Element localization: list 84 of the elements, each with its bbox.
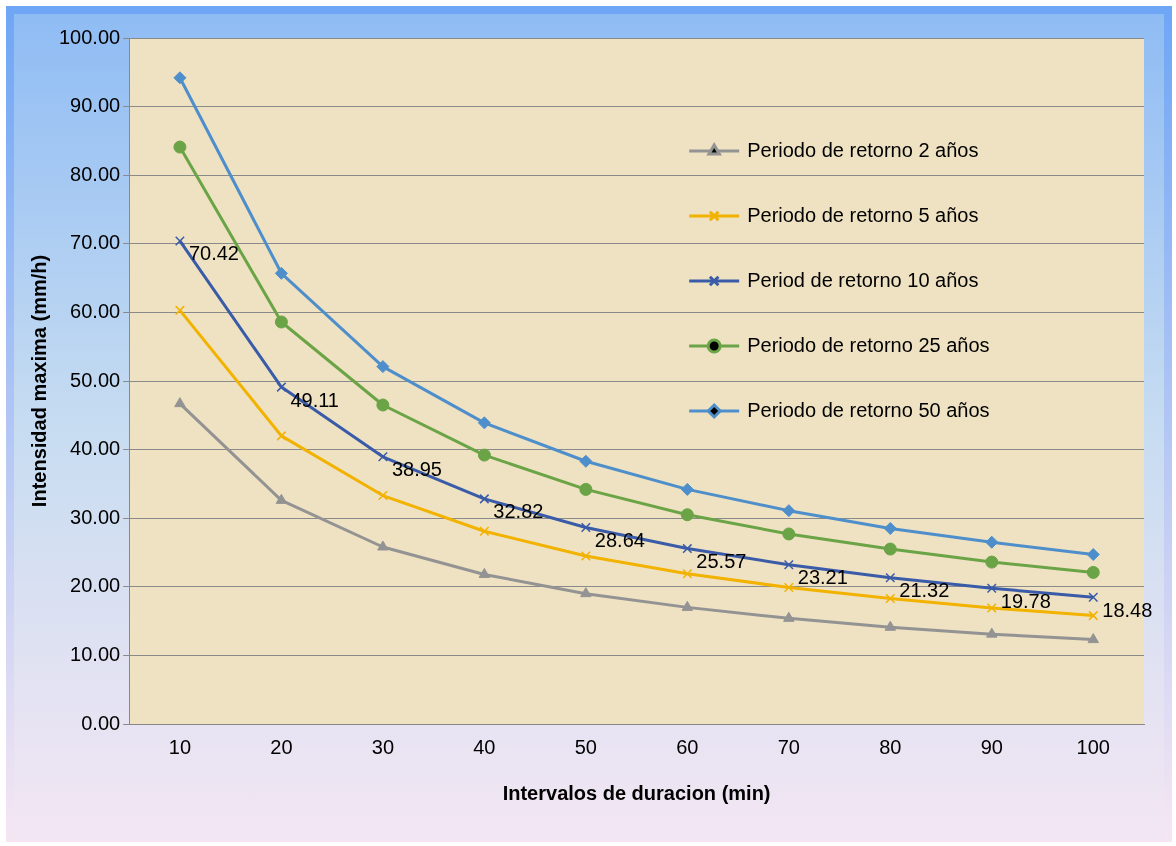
point <box>377 490 388 501</box>
point <box>479 526 490 537</box>
point <box>174 397 186 408</box>
x-tick-label: 50 <box>574 735 597 758</box>
legend-label: Periodo de retorno 50 años <box>747 398 990 421</box>
y-tick-label: 100.00 <box>59 25 121 48</box>
point <box>580 522 591 533</box>
point <box>884 620 896 631</box>
point <box>1088 610 1099 621</box>
point <box>174 305 185 316</box>
y-tick-label: 20.00 <box>70 574 121 597</box>
y-tick-label: 80.00 <box>70 162 121 185</box>
point <box>173 140 187 154</box>
y-axis-title: Intensidad maxima (mm/h) <box>27 254 50 508</box>
point <box>1086 548 1100 562</box>
legend-label: Period de retorno 10 años <box>747 268 979 291</box>
point <box>579 454 593 468</box>
point <box>274 315 288 329</box>
point <box>173 71 187 85</box>
point <box>985 535 999 549</box>
point <box>783 582 794 593</box>
legend-label: Periodo de retorno 2 años <box>747 138 979 161</box>
point <box>477 416 491 430</box>
point <box>1086 565 1100 579</box>
point <box>681 600 694 611</box>
data-label: 21.32 <box>899 579 950 602</box>
data-label: 25.57 <box>696 550 747 573</box>
legend-label: Periodo de retorno 5 años <box>747 203 979 226</box>
data-label: 28.64 <box>594 529 645 552</box>
point <box>782 504 796 518</box>
point <box>680 508 694 522</box>
y-tick-label: 0.00 <box>81 711 121 734</box>
y-tick-label: 30.00 <box>70 505 121 528</box>
point <box>274 266 288 280</box>
point <box>680 482 694 496</box>
y-tick-label: 40.00 <box>70 437 121 460</box>
point <box>885 593 896 604</box>
point <box>376 398 390 412</box>
x-tick-label: 30 <box>371 735 394 758</box>
x-tick-label: 80 <box>879 735 902 758</box>
data-label: 19.78 <box>1000 589 1051 612</box>
y-tick-label: 50.00 <box>70 368 121 391</box>
x-tick-label: 40 <box>473 735 496 758</box>
y-tick-label: 70.00 <box>70 231 121 254</box>
point <box>986 603 997 614</box>
point <box>376 360 390 374</box>
x-axis-title: Intervalos de duracion (min) <box>502 781 771 804</box>
data-label: 70.42 <box>188 242 239 265</box>
point <box>580 550 591 561</box>
x-tick-label: 10 <box>168 735 192 758</box>
y-tick-label: 10.00 <box>70 642 121 665</box>
point <box>883 521 897 535</box>
legend-label: Periodo de retorno 25 años <box>747 333 990 356</box>
point <box>883 542 897 556</box>
point <box>682 568 693 579</box>
point <box>985 555 999 569</box>
x-tick-label: 20 <box>270 735 293 758</box>
point <box>783 611 795 622</box>
point <box>682 543 693 554</box>
point <box>885 572 896 583</box>
point <box>579 482 593 496</box>
point <box>479 493 490 504</box>
point <box>782 527 796 541</box>
x-tick-label: 70 <box>777 735 800 758</box>
point <box>1088 592 1099 603</box>
y-tick-label: 90.00 <box>70 94 121 117</box>
point <box>377 540 389 551</box>
point <box>276 382 287 393</box>
point <box>986 583 997 594</box>
data-label: 18.48 <box>1102 598 1153 621</box>
point <box>477 448 491 462</box>
x-tick-label: 60 <box>676 735 699 758</box>
x-tick-label: 100 <box>1076 735 1110 758</box>
point <box>276 430 287 441</box>
point <box>783 559 794 570</box>
point <box>580 587 592 598</box>
point <box>986 627 998 638</box>
point <box>377 451 388 462</box>
x-tick-label: 90 <box>980 735 1003 758</box>
point <box>1087 633 1099 644</box>
data-label: 23.21 <box>797 566 848 589</box>
point <box>478 567 491 578</box>
y-tick-label: 60.00 <box>70 299 121 322</box>
point <box>174 235 185 246</box>
